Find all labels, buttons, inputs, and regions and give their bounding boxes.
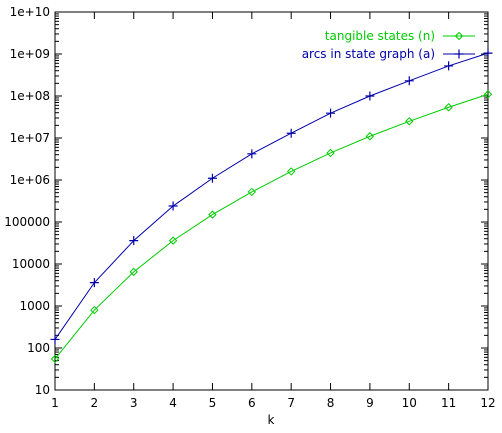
data-point [168,236,178,245]
series-line [54,52,489,340]
series-2 [50,48,493,344]
data-point [286,167,296,176]
y-tick-label: 100000 [4,215,50,229]
legend-label: arcs in state graph (a) [302,47,435,61]
y-tick-label: 10000 [12,257,50,271]
x-tick-label: 4 [169,396,177,410]
data-point [444,103,453,112]
x-tick-label: 7 [287,396,295,410]
data-point [129,267,138,277]
data-point [50,334,60,344]
data-point [444,61,454,71]
data-point [208,210,217,219]
y-tick-label: 100 [27,341,50,355]
legend-entry: arcs in state graph (a) [302,47,475,61]
x-tick-label: 10 [402,396,417,410]
data-point [405,117,414,126]
data-point [247,149,257,159]
y-tick-label: 1e+10 [10,5,50,19]
y-tick-label: 1e+07 [10,131,50,145]
data-point [454,31,464,41]
data-point [365,91,375,101]
legend-label: tangible states (n) [325,29,435,43]
x-tick-label: 9 [366,396,374,410]
y-tick-label: 10 [35,383,50,397]
data-point [50,354,60,364]
data-point [90,305,99,315]
x-tick-label: 5 [209,396,217,410]
x-axis-label: k [268,413,275,427]
x-tick-label: 11 [441,396,456,410]
data-point [207,173,217,183]
y-axis: 10 100 1000 10000 100000 1e+06 1e+07 1e+08 1e+09… [4,5,488,397]
x-tick-label: 3 [130,396,138,410]
data-point [483,90,493,99]
data-point [129,236,139,246]
series-1 [50,90,493,364]
data-point [454,49,464,59]
plot-frame [54,11,489,391]
data-point [326,148,335,158]
data-point [404,76,414,86]
data-point [365,132,375,141]
x-tick-label: 8 [327,396,335,410]
x-tick-label: 1 [51,396,59,410]
series-layer [50,48,493,364]
x-tick-label: 12 [480,396,495,410]
data-point [89,278,99,288]
legend-entry: tangible states (n) [325,29,475,43]
x-tick-label: 6 [248,396,256,410]
data-point [168,201,178,211]
data-point [483,48,493,58]
y-tick-label: 1e+08 [10,89,50,103]
y-tick-label: 1e+06 [10,173,50,187]
x-tick-label: 2 [91,396,99,410]
data-point [326,108,336,118]
series-line [54,93,489,360]
legend: tangible states (n) arcs in state graph (… [302,29,475,61]
y-tick-label: 1e+09 [10,47,50,61]
y-tick-label: 1000 [19,299,50,313]
x-axis: 1 2 3 4 5 6 7 8 9 10 11 12 [51,12,496,410]
data-point [247,187,257,197]
data-point [286,128,296,138]
